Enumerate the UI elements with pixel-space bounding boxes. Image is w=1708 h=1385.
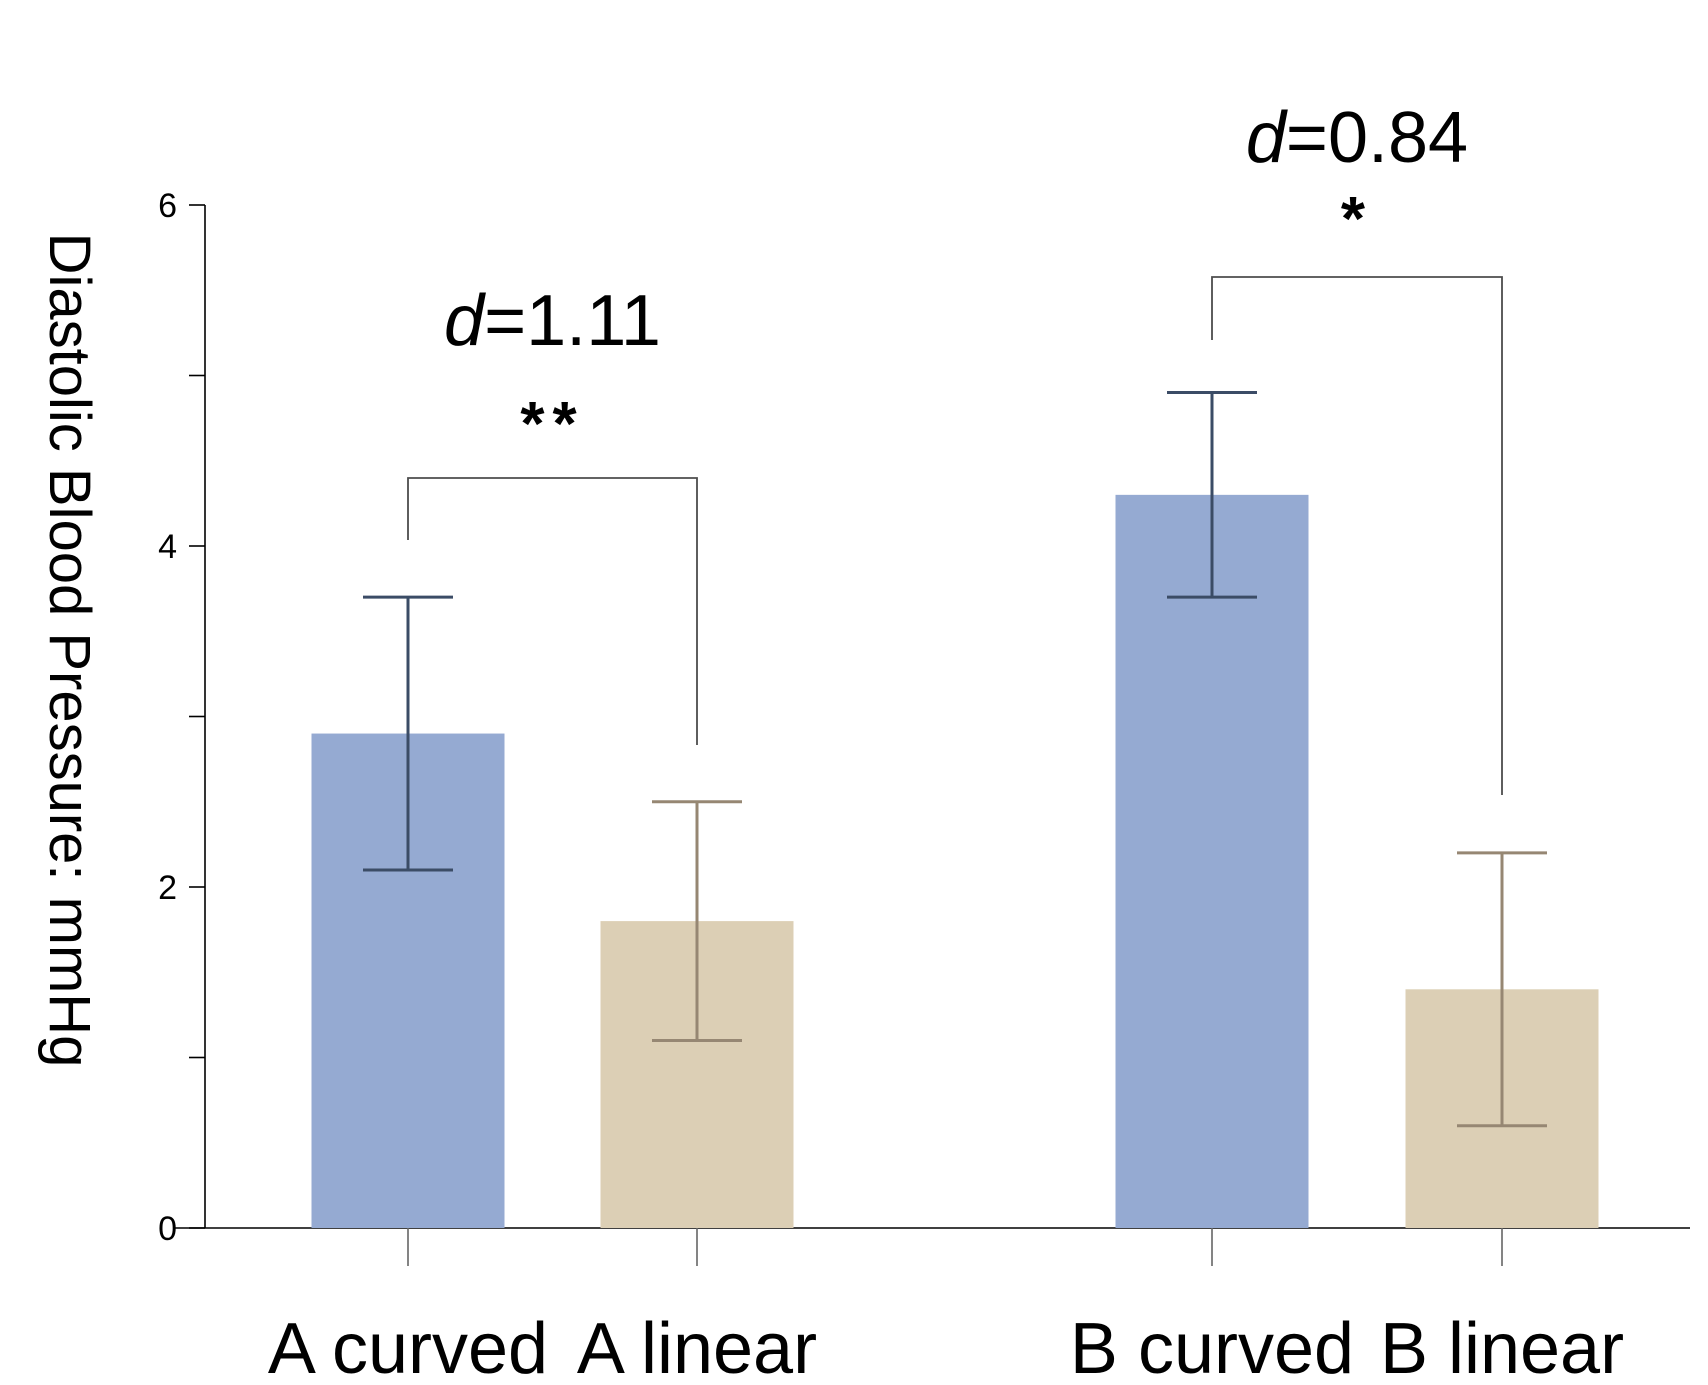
bar [1115, 494, 1309, 1229]
category-label: A curved [268, 1309, 548, 1385]
effect-size-symbol: d [444, 281, 486, 361]
y-tick-label: 6 [158, 187, 177, 225]
effect-size-symbol: d [1246, 98, 1288, 178]
significance-bracket [407, 477, 698, 745]
y-tick-label: 4 [158, 528, 177, 566]
y-ticks: 0 2 4 6 [158, 187, 205, 1248]
significance-stars: ** [520, 390, 584, 459]
category-label: A linear [577, 1309, 817, 1385]
category-tick-stubs [407, 1228, 1503, 1266]
effect-size-label: d=0.84 [1246, 98, 1468, 178]
category-labels: A curved A linear B curved B linear [268, 1309, 1624, 1385]
y-axis-label: Diastolic Blood Pressure: mmHg [37, 233, 102, 1068]
significance-bracket [1211, 276, 1503, 795]
error-bars [363, 391, 1547, 1128]
effect-size-value: =0.84 [1286, 98, 1468, 178]
bars [311, 494, 1599, 1229]
category-label: B curved [1070, 1309, 1354, 1385]
significance-annotations: d=1.11**d=0.84* [407, 98, 1503, 795]
significance-stars: * [1341, 185, 1373, 254]
effect-size-label: d=1.11 [444, 281, 661, 361]
y-tick-label: 0 [158, 1210, 177, 1248]
category-label: B linear [1380, 1309, 1624, 1385]
effect-size-value: =1.11 [484, 281, 661, 361]
y-tick-label: 2 [158, 869, 177, 907]
